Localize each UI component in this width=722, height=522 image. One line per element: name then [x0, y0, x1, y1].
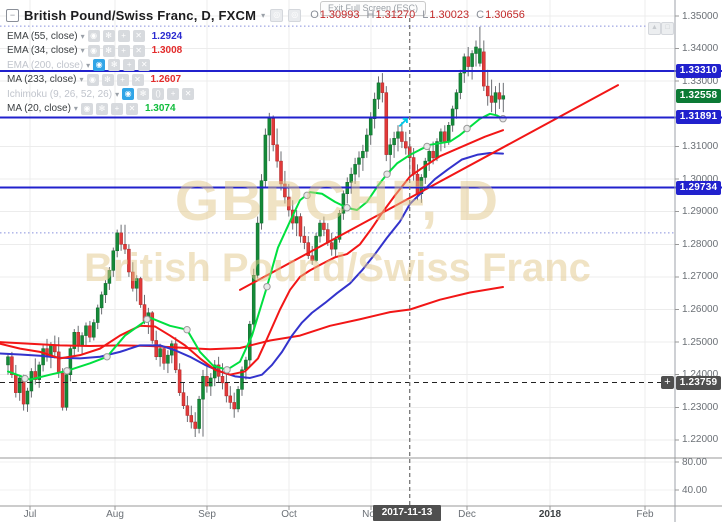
price-tick-label: 1.28000: [682, 238, 719, 250]
symbol-title[interactable]: British Pound/Swiss Franc, D, FXCM: [24, 7, 257, 23]
indicator-value: 1.2924: [151, 30, 183, 42]
remove-icon[interactable]: ✕: [132, 44, 145, 57]
price-tick-label: 1.25000: [682, 336, 719, 348]
indicator-value: 1.3008: [151, 45, 183, 57]
price-tick-label: 1.23000: [682, 401, 719, 413]
remove-icon[interactable]: ✕: [125, 102, 138, 115]
price-tick-label: 1.34000: [682, 43, 719, 55]
high-value: 1.31270: [375, 9, 416, 21]
indicator-label: MA (233, close): [7, 74, 77, 86]
indicator-label: MA (20, close): [7, 103, 71, 115]
add-icon[interactable]: +: [117, 30, 130, 43]
pane-move-up-button[interactable]: ▲: [648, 22, 661, 35]
open-label: O: [310, 9, 319, 21]
indicator-row-ichimoku: Ichimoku (9, 26, 52, 26) ▾ ◉ ✻ () + ✕: [7, 87, 195, 102]
settings-icon[interactable]: ✻: [95, 102, 108, 115]
low-label: L: [422, 9, 429, 21]
price-tick-label: 1.33000: [682, 75, 719, 87]
chevron-down-icon[interactable]: ▾: [79, 75, 84, 85]
price-tick-label: 1.26000: [682, 303, 719, 315]
chevron-down-icon[interactable]: ▾: [86, 60, 91, 70]
price-level-badge: 1.33310: [676, 64, 721, 79]
indicator-row-ma20: MA (20, close) ▾ ◉ ✻ + ✕ 1.3074: [7, 102, 194, 117]
add-indicator-button[interactable]: ◎: [288, 8, 302, 22]
indicator-row-ema34: EMA (34, close) ▾ ◉ ✻ + ✕ 1.3008: [7, 44, 194, 59]
indicator-label: EMA (55, close): [7, 30, 78, 42]
settings-icon[interactable]: ✻: [101, 73, 114, 86]
time-tick-label: Sep: [198, 509, 216, 520]
price-tick-label: 1.35000: [682, 10, 719, 22]
indicator-label: Ichimoku (9, 26, 52, 26): [7, 88, 113, 100]
visibility-icon[interactable]: ◉: [86, 73, 99, 86]
remove-icon[interactable]: ✕: [138, 59, 151, 72]
sub-pane-tick-label: 40.00: [682, 484, 708, 496]
exit-fullscreen-tooltip: Exit Full Screen (ESC): [320, 1, 427, 16]
time-tick-label: Dec: [458, 509, 476, 520]
add-icon[interactable]: +: [167, 88, 180, 101]
price-tick-label: 1.24000: [682, 369, 719, 381]
chevron-down-icon[interactable]: ▾: [73, 104, 78, 114]
price-level-badge: 1.29734: [676, 180, 721, 195]
indicator-row-ema55: EMA (55, close) ▾ ◉ ✻ + ✕ 1.2924: [7, 29, 194, 44]
chevron-down-icon[interactable]: ▾: [261, 10, 266, 20]
remove-icon[interactable]: ✕: [132, 30, 145, 43]
add-icon[interactable]: +: [110, 102, 123, 115]
indicator-legend: EMA (55, close) ▾ ◉ ✻ + ✕ 1.2924 EMA (34…: [7, 29, 195, 117]
indicator-label: EMA (200, close): [7, 59, 84, 71]
time-tick-label: Nov: [362, 509, 380, 520]
low-value: 1.30023: [429, 9, 470, 21]
time-tick-label: Aug: [106, 509, 124, 520]
collapse-legend-icon[interactable]: −: [6, 8, 19, 22]
visibility-icon[interactable]: ◉: [80, 102, 93, 115]
price-tick-label: 1.27000: [682, 271, 719, 283]
chevron-down-icon[interactable]: ▾: [80, 46, 85, 56]
visibility-icon[interactable]: ◉: [87, 44, 100, 57]
visibility-icon[interactable]: ◉: [93, 59, 106, 72]
indicator-value: 1.3074: [144, 103, 176, 115]
sub-pane-tick-label: 80.00: [682, 456, 708, 468]
add-order-plus-icon[interactable]: +: [661, 376, 674, 389]
close-value: 1.30656: [485, 9, 525, 21]
time-tick-label: Feb: [636, 509, 654, 520]
settings-icon[interactable]: ✻: [102, 30, 115, 43]
indicator-label: EMA (34, close): [7, 45, 78, 57]
settings-icon[interactable]: ✻: [102, 44, 115, 57]
price-tick-label: 1.22000: [682, 434, 719, 446]
arrow-annotation-icon[interactable]: ↗: [397, 114, 410, 131]
settings-icon[interactable]: ✻: [108, 59, 121, 72]
time-tick-label: Oct: [281, 509, 297, 520]
price-level-badge: 1.23759: [676, 375, 721, 390]
compare-button[interactable]: ◎: [270, 8, 284, 22]
price-level-badge: 1.31891: [676, 110, 721, 125]
chevron-down-icon[interactable]: ▾: [115, 89, 120, 99]
remove-icon[interactable]: ✕: [182, 88, 195, 101]
symbol-header: − British Pound/Swiss Franc, D, FXCM ▾ ◎…: [6, 7, 525, 23]
indicator-row-ma233: MA (233, close) ▾ ◉ ✻ + ✕ 1.2607: [7, 73, 194, 88]
add-icon[interactable]: +: [116, 73, 129, 86]
indicator-value: 1.2607: [150, 74, 182, 86]
add-icon[interactable]: +: [117, 44, 130, 57]
settings-icon[interactable]: ✻: [137, 88, 150, 101]
source-code-icon[interactable]: (): [152, 88, 165, 101]
high-label: H: [366, 9, 375, 21]
visibility-icon[interactable]: ◉: [122, 88, 135, 101]
price-level-badge: 1.32558: [676, 88, 721, 103]
open-value: 1.30993: [319, 9, 360, 21]
crosshair-date-badge: 2017-11-13: [373, 505, 441, 521]
visibility-icon[interactable]: ◉: [87, 30, 100, 43]
chevron-down-icon[interactable]: ▾: [80, 31, 85, 41]
close-label: C: [476, 9, 485, 21]
price-tick-label: 1.29000: [682, 206, 719, 218]
time-tick-label: 2018: [538, 509, 562, 520]
time-tick-label: Jul: [23, 509, 37, 520]
pane-maximize-button[interactable]: □: [661, 22, 674, 35]
price-tick-label: 1.31000: [682, 140, 719, 152]
ohlc-readout: O1.30993 H1.31270 L1.30023 C1.30656: [310, 9, 525, 21]
remove-icon[interactable]: ✕: [131, 73, 144, 86]
add-icon[interactable]: +: [123, 59, 136, 72]
indicator-row-ema200: EMA (200, close) ▾ ◉ ✻ + ✕: [7, 58, 194, 73]
price-tick-label: 1.30000: [682, 173, 719, 185]
